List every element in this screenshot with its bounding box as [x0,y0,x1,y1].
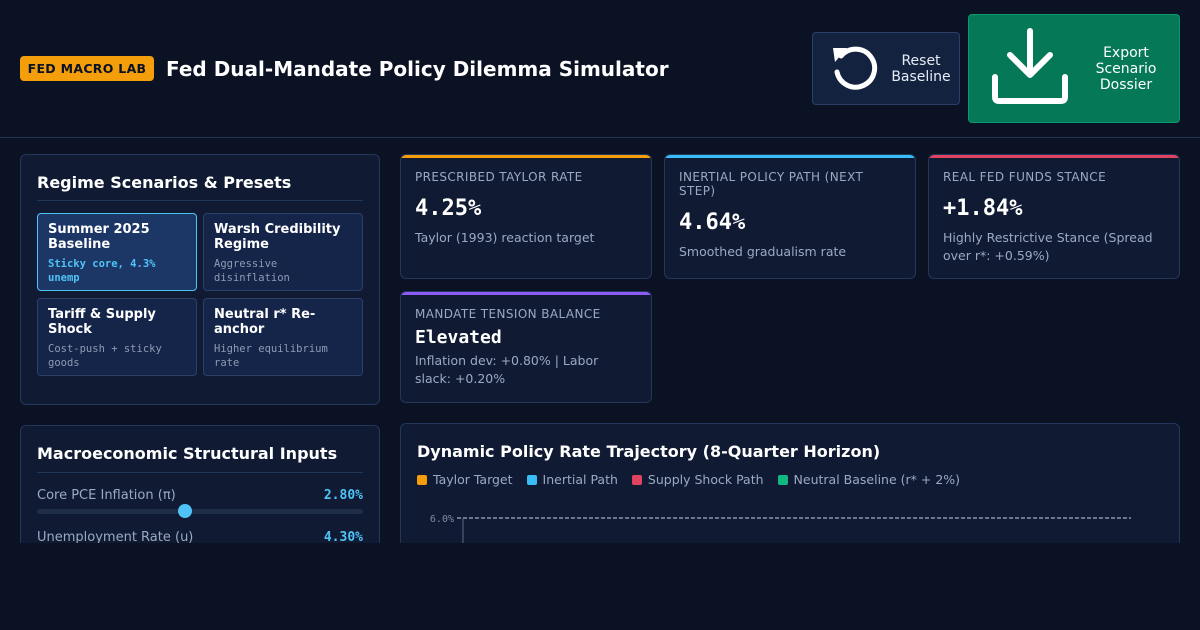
app-title: Fed Dual-Mandate Policy Dilemma Simulato… [166,57,669,81]
card-accent-bar [401,292,651,295]
presets-panel: Regime Scenarios & Presets Summer 2025 B… [20,154,380,405]
viewport-bottom [0,543,1200,630]
preset-name: Tariff & Supply Shock [48,307,156,337]
preset-warsh-credibility-regime[interactable]: Warsh Credibility Regime Aggressive disi… [203,213,363,291]
preset-desc: Higher equilibrium rate [214,343,328,369]
legend-swatch [417,474,427,485]
preset-desc: Cost-push + sticky goods [48,343,162,369]
card-label: MANDATE TENSION BALANCE [415,307,601,321]
preset-desc: Sticky core, 4.3% unemp [48,258,156,284]
chart-title: Dynamic Policy Rate Trajectory (8-Quarte… [417,442,881,461]
preset-name: Warsh Credibility Regime [214,222,341,252]
card-value: +1.84% [943,196,1023,221]
legend-label: Supply Shock Path [647,472,764,487]
card-accent-bar [665,155,915,158]
card-subtext: Taylor (1993) reaction target [415,230,595,245]
presets-divider [37,200,363,201]
legend-inertial-path: Inertial Path [526,472,618,487]
card-accent-bar [929,155,1179,158]
inflation-label: Core PCE Inflation (π) [37,488,176,503]
legend-label: Neutral Baseline (r* + 2%) [793,472,961,487]
y-tick-label: 6.0% [430,514,454,525]
preset-name: Neutral r* Re-anchor [214,307,316,337]
card-value: Elevated [415,327,502,348]
real-fed-funds-card: REAL FED FUNDS STANCE +1.84% Highly Rest… [928,154,1180,279]
inflation-slider[interactable] [37,504,363,518]
inflation-slider-thumb[interactable] [178,504,193,518]
presets-title: Regime Scenarios & Presets [37,173,292,192]
legend-neutral-baseline: Neutral Baseline (r* + 2%) [777,472,961,487]
export-dossier-button[interactable]: Export Scenario Dossier [968,14,1180,123]
card-value: 4.64% [679,210,746,235]
legend-label: Inertial Path [542,472,618,487]
card-value: 4.25% [415,196,482,221]
inflation-slider-row: Core PCE Inflation (π) 2.80% [37,488,363,503]
preset-tariff-supply-shock[interactable]: Tariff & Supply Shock Cost-push + sticky… [37,298,197,376]
preset-summer-2025-baseline[interactable]: Summer 2025 Baseline Sticky core, 4.3% u… [37,213,197,291]
reset-baseline-label: Reset Baseline [891,52,951,85]
legend-supply-shock-path: Supply Shock Path [631,472,764,487]
inputs-title: Macroeconomic Structural Inputs [37,444,338,463]
export-dossier-label: Export Scenario Dossier [1095,44,1157,93]
legend-swatch [526,474,537,485]
card-subtext: Smoothed gradualism rate [679,244,847,259]
card-accent-bar [401,155,651,158]
legend-label: Taylor Target [433,472,513,487]
legend-swatch [777,474,788,485]
card-label: REAL FED FUNDS STANCE [943,170,1107,184]
reset-baseline-button[interactable]: Reset Baseline [812,32,960,105]
card-subtext: Inflation dev: +0.80% | Labor slack: +0.… [415,353,599,386]
chart-legend: Taylor Target Inertial Path Supply Shock… [417,472,960,487]
download-icon [989,27,1071,111]
mandate-tension-card: MANDATE TENSION BALANCE Elevated Inflati… [400,291,652,403]
inflation-value: 2.80% [323,488,363,503]
taylor-rate-card: PRESCRIBED TAYLOR RATE 4.25% Taylor (199… [400,154,652,279]
legend-taylor-target: Taylor Target [417,472,513,487]
preset-name: Summer 2025 Baseline [48,222,150,252]
unemployment-label: Unemployment Rate (u) [37,530,194,545]
unemployment-slider-row: Unemployment Rate (u) 4.30% [37,530,363,545]
app-badge: FED MACRO LAB [20,56,154,81]
preset-neutral-r-star-reanchor[interactable]: Neutral r* Re-anchor Higher equilibrium … [203,298,363,376]
app-header: FED MACRO LAB Fed Dual-Mandate Policy Di… [0,0,1200,138]
inertial-path-card: INERTIAL POLICY PATH (NEXT STEP) 4.64% S… [664,154,916,279]
card-label: INERTIAL POLICY PATH (NEXT STEP) [679,170,864,198]
card-subtext: Highly Restrictive Stance (Spread over r… [943,230,1153,263]
inputs-divider [37,472,363,473]
unemployment-value: 4.30% [323,530,363,545]
card-label: PRESCRIBED TAYLOR RATE [415,170,583,184]
reset-icon [829,42,879,96]
preset-desc: Aggressive disinflation [214,258,290,284]
legend-swatch [631,474,642,485]
